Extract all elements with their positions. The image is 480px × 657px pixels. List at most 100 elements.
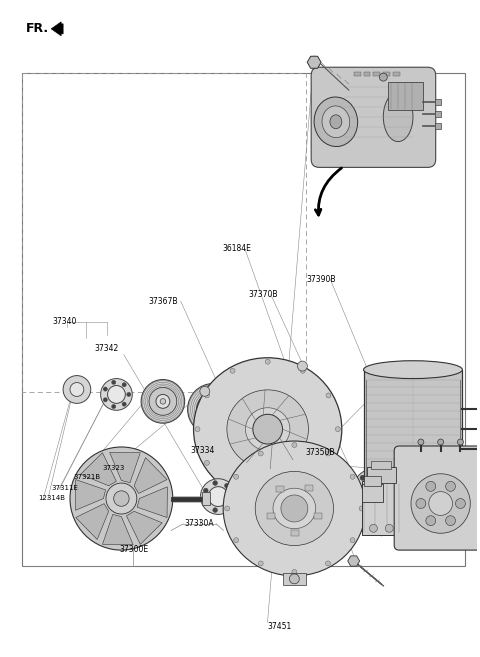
Circle shape xyxy=(122,402,126,406)
Text: 37370B: 37370B xyxy=(248,290,277,299)
Circle shape xyxy=(112,405,116,409)
Circle shape xyxy=(429,491,453,515)
Circle shape xyxy=(300,369,305,373)
Circle shape xyxy=(230,369,235,373)
Text: 37323: 37323 xyxy=(102,465,125,471)
Circle shape xyxy=(371,470,376,476)
Circle shape xyxy=(127,392,131,397)
Circle shape xyxy=(196,392,230,426)
Circle shape xyxy=(281,495,308,522)
Polygon shape xyxy=(81,453,116,486)
Circle shape xyxy=(225,484,229,488)
Circle shape xyxy=(300,485,305,490)
Circle shape xyxy=(188,384,239,435)
Circle shape xyxy=(208,487,228,507)
Polygon shape xyxy=(76,504,108,539)
Circle shape xyxy=(379,73,387,81)
Circle shape xyxy=(160,399,166,404)
Circle shape xyxy=(445,516,456,526)
Bar xyxy=(372,461,391,469)
Circle shape xyxy=(292,570,297,574)
Polygon shape xyxy=(126,511,162,545)
Polygon shape xyxy=(75,480,106,510)
Bar xyxy=(373,72,380,76)
Circle shape xyxy=(156,394,170,408)
Circle shape xyxy=(371,501,376,507)
Circle shape xyxy=(106,483,137,514)
Circle shape xyxy=(328,459,337,468)
Ellipse shape xyxy=(314,97,358,147)
Bar xyxy=(305,486,312,491)
Text: 37390B: 37390B xyxy=(307,275,336,284)
Bar xyxy=(388,82,423,110)
Circle shape xyxy=(210,406,217,413)
Circle shape xyxy=(213,481,217,486)
Circle shape xyxy=(325,561,330,566)
Circle shape xyxy=(370,524,377,532)
Circle shape xyxy=(362,478,384,499)
Text: 37300E: 37300E xyxy=(119,545,148,554)
Ellipse shape xyxy=(227,390,309,468)
Circle shape xyxy=(204,393,209,398)
Circle shape xyxy=(426,516,436,526)
Circle shape xyxy=(360,497,365,502)
Bar xyxy=(435,99,441,105)
FancyArrow shape xyxy=(51,22,63,35)
Bar xyxy=(291,530,299,536)
Polygon shape xyxy=(137,487,168,518)
Bar xyxy=(435,123,441,129)
Ellipse shape xyxy=(273,488,316,529)
Text: 37342: 37342 xyxy=(94,344,119,353)
Ellipse shape xyxy=(245,408,290,451)
Circle shape xyxy=(204,461,209,465)
Circle shape xyxy=(204,400,222,419)
Text: FR.: FR. xyxy=(25,22,48,35)
Ellipse shape xyxy=(193,358,342,501)
Circle shape xyxy=(225,506,229,511)
FancyBboxPatch shape xyxy=(394,446,480,550)
Text: 37311E: 37311E xyxy=(51,485,78,491)
Bar xyxy=(363,370,462,489)
Polygon shape xyxy=(102,514,133,545)
Bar xyxy=(367,467,396,483)
Circle shape xyxy=(195,426,200,432)
Bar xyxy=(267,514,275,520)
Circle shape xyxy=(230,494,234,499)
Bar xyxy=(361,484,384,501)
Circle shape xyxy=(103,397,108,402)
Ellipse shape xyxy=(363,480,462,497)
Circle shape xyxy=(101,378,132,411)
Circle shape xyxy=(360,475,365,480)
Circle shape xyxy=(149,388,177,415)
Text: 12314B: 12314B xyxy=(38,495,65,501)
Circle shape xyxy=(289,574,300,584)
Circle shape xyxy=(418,439,424,445)
Bar xyxy=(435,111,441,117)
Ellipse shape xyxy=(384,92,413,142)
Circle shape xyxy=(265,359,270,364)
Circle shape xyxy=(200,386,210,396)
Circle shape xyxy=(122,382,126,387)
Text: 37451: 37451 xyxy=(267,622,292,631)
Text: 37330A: 37330A xyxy=(185,519,215,528)
Circle shape xyxy=(234,537,239,543)
Bar xyxy=(363,476,381,486)
FancyBboxPatch shape xyxy=(311,67,436,168)
Circle shape xyxy=(258,561,263,566)
Circle shape xyxy=(70,382,84,396)
Circle shape xyxy=(225,505,229,510)
Circle shape xyxy=(103,387,108,391)
Bar xyxy=(22,73,306,392)
Circle shape xyxy=(479,406,480,413)
Bar xyxy=(22,73,466,566)
Circle shape xyxy=(416,499,426,509)
Circle shape xyxy=(108,386,125,403)
Ellipse shape xyxy=(255,471,334,545)
Circle shape xyxy=(298,361,307,371)
Circle shape xyxy=(325,451,330,456)
Circle shape xyxy=(445,482,456,491)
Circle shape xyxy=(230,485,235,490)
Text: 37350B: 37350B xyxy=(305,448,335,457)
Bar xyxy=(314,513,322,519)
Text: 37334: 37334 xyxy=(190,445,215,455)
